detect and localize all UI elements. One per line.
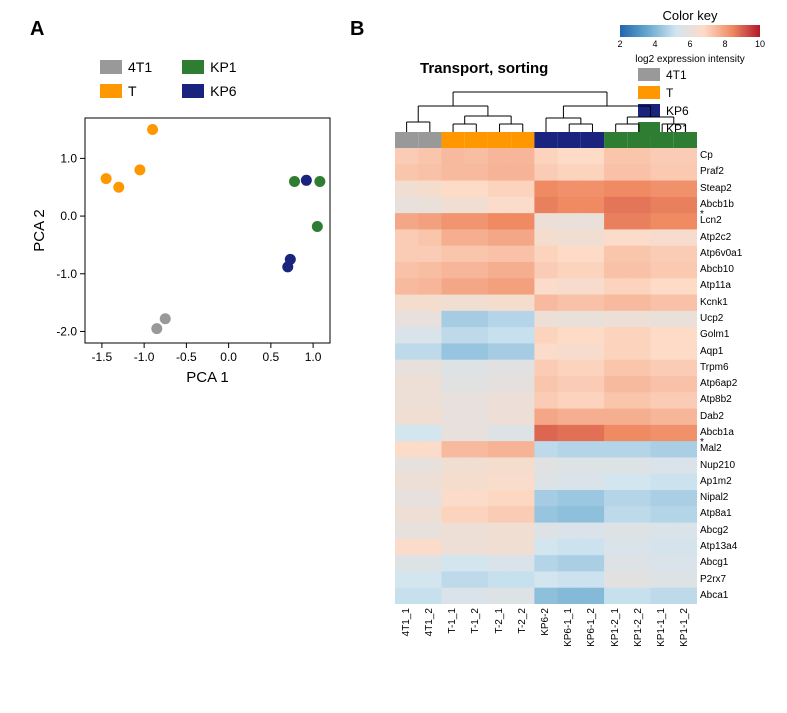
gene-label: Abcg2 <box>700 526 728 536</box>
color-key: Color key 2 4 6 8 10 log2 expression intensi… <box>610 8 770 65</box>
gene-label: Atp6v0a1 <box>700 249 742 259</box>
svg-text:4: 4 <box>652 39 657 49</box>
svg-text:8: 8 <box>722 39 727 49</box>
dendrogram <box>395 84 697 132</box>
gene-label: Mal2 <box>700 444 722 454</box>
svg-text:0.0: 0.0 <box>60 209 77 223</box>
svg-text:1.0: 1.0 <box>305 350 322 364</box>
svg-text:10: 10 <box>755 39 765 49</box>
gene-label: Cp <box>700 151 713 161</box>
legend-item: KP1 <box>182 58 236 76</box>
svg-text:-0.5: -0.5 <box>176 350 197 364</box>
sample-label: KP1-1_2 <box>680 608 690 668</box>
gene-label: Dab2 <box>700 412 724 422</box>
gene-label: Atp11a <box>700 281 731 291</box>
color-key-title: Color key <box>610 8 770 23</box>
gene-label: Steap2 <box>700 184 732 194</box>
color-key-subtitle: log2 expression intensity <box>610 54 770 65</box>
sample-label: KP1-1_1 <box>657 608 667 668</box>
svg-text:PCA 2: PCA 2 <box>31 209 48 252</box>
svg-text:0.5: 0.5 <box>263 350 280 364</box>
gene-label: Atp2c2 <box>700 233 731 243</box>
legend-item: 4T1 <box>638 66 689 84</box>
gene-label: Atp6ap2 <box>700 379 737 389</box>
gene-label: Ap1m2 <box>700 477 732 487</box>
gene-label: Atp13a4 <box>700 542 737 552</box>
sample-label: T-1_1 <box>448 608 458 668</box>
svg-text:-1.5: -1.5 <box>92 350 113 364</box>
legend-item: KP6 <box>182 82 236 100</box>
panel-a-legend: 4T1 KP1 T KP6 <box>100 58 237 100</box>
heatmap <box>395 132 697 604</box>
heatmap-title: Transport, sorting <box>420 60 548 77</box>
legend-item: T <box>100 82 152 100</box>
gene-label: Ucp2 <box>700 314 723 324</box>
gene-label: Nipal2 <box>700 493 728 503</box>
sample-label: KP6-2 <box>541 608 551 668</box>
sample-label: KP1-2_2 <box>634 608 644 668</box>
sample-labels: 4T1_1 4T1_2 T-1_1 T-1_2 T-2_1 T-2_2 KP6-2 KP6-1… <box>395 608 697 678</box>
sample-label: KP6-1_1 <box>564 608 574 668</box>
gene-label: Abcg1 <box>700 558 728 568</box>
sample-label: KP1-2_1 <box>611 608 621 668</box>
gene-label: Lcn2 <box>700 216 722 226</box>
panel-a-label: A <box>30 18 44 41</box>
sample-label: T-1_2 <box>471 608 481 668</box>
sample-label: 4T1_1 <box>402 608 412 668</box>
gene-label: Praf2 <box>700 167 724 177</box>
svg-text:0.0: 0.0 <box>220 350 237 364</box>
svg-text:PCA 1: PCA 1 <box>186 369 229 386</box>
gene-label: Kcnk1 <box>700 298 728 308</box>
svg-text:-1.0: -1.0 <box>134 350 155 364</box>
svg-text:1.0: 1.0 <box>60 151 77 165</box>
sample-label: T-2_2 <box>518 608 528 668</box>
legend-item: 4T1 <box>100 58 152 76</box>
pca-scatter-plot: -1.5 -1.0 -0.5 0.0 0.5 1.0 -2.0 -1.0 0.0 1.0 PCA 1… <box>30 108 340 388</box>
gene-label: P2rx7 <box>700 575 726 585</box>
sample-label: 4T1_2 <box>425 608 435 668</box>
gene-label: Atp8b2 <box>700 395 732 405</box>
gene-label: Aqp1 <box>700 347 723 357</box>
sample-label: T-2_1 <box>495 608 505 668</box>
panel-b-label: B <box>350 18 364 41</box>
gene-label: Trpm6 <box>700 363 729 373</box>
gene-label: Abca1 <box>700 591 728 601</box>
gene-label: Abcb10 <box>700 265 734 275</box>
svg-text:-2.0: -2.0 <box>56 324 77 338</box>
gene-label: Nup210 <box>700 461 735 471</box>
gene-label: Atp8a1 <box>700 509 732 519</box>
gene-label: Golm1 <box>700 330 729 340</box>
sample-label: KP6-1_2 <box>587 608 597 668</box>
svg-text:-1.0: -1.0 <box>56 267 77 281</box>
svg-text:6: 6 <box>687 39 692 49</box>
svg-text:2: 2 <box>617 39 622 49</box>
